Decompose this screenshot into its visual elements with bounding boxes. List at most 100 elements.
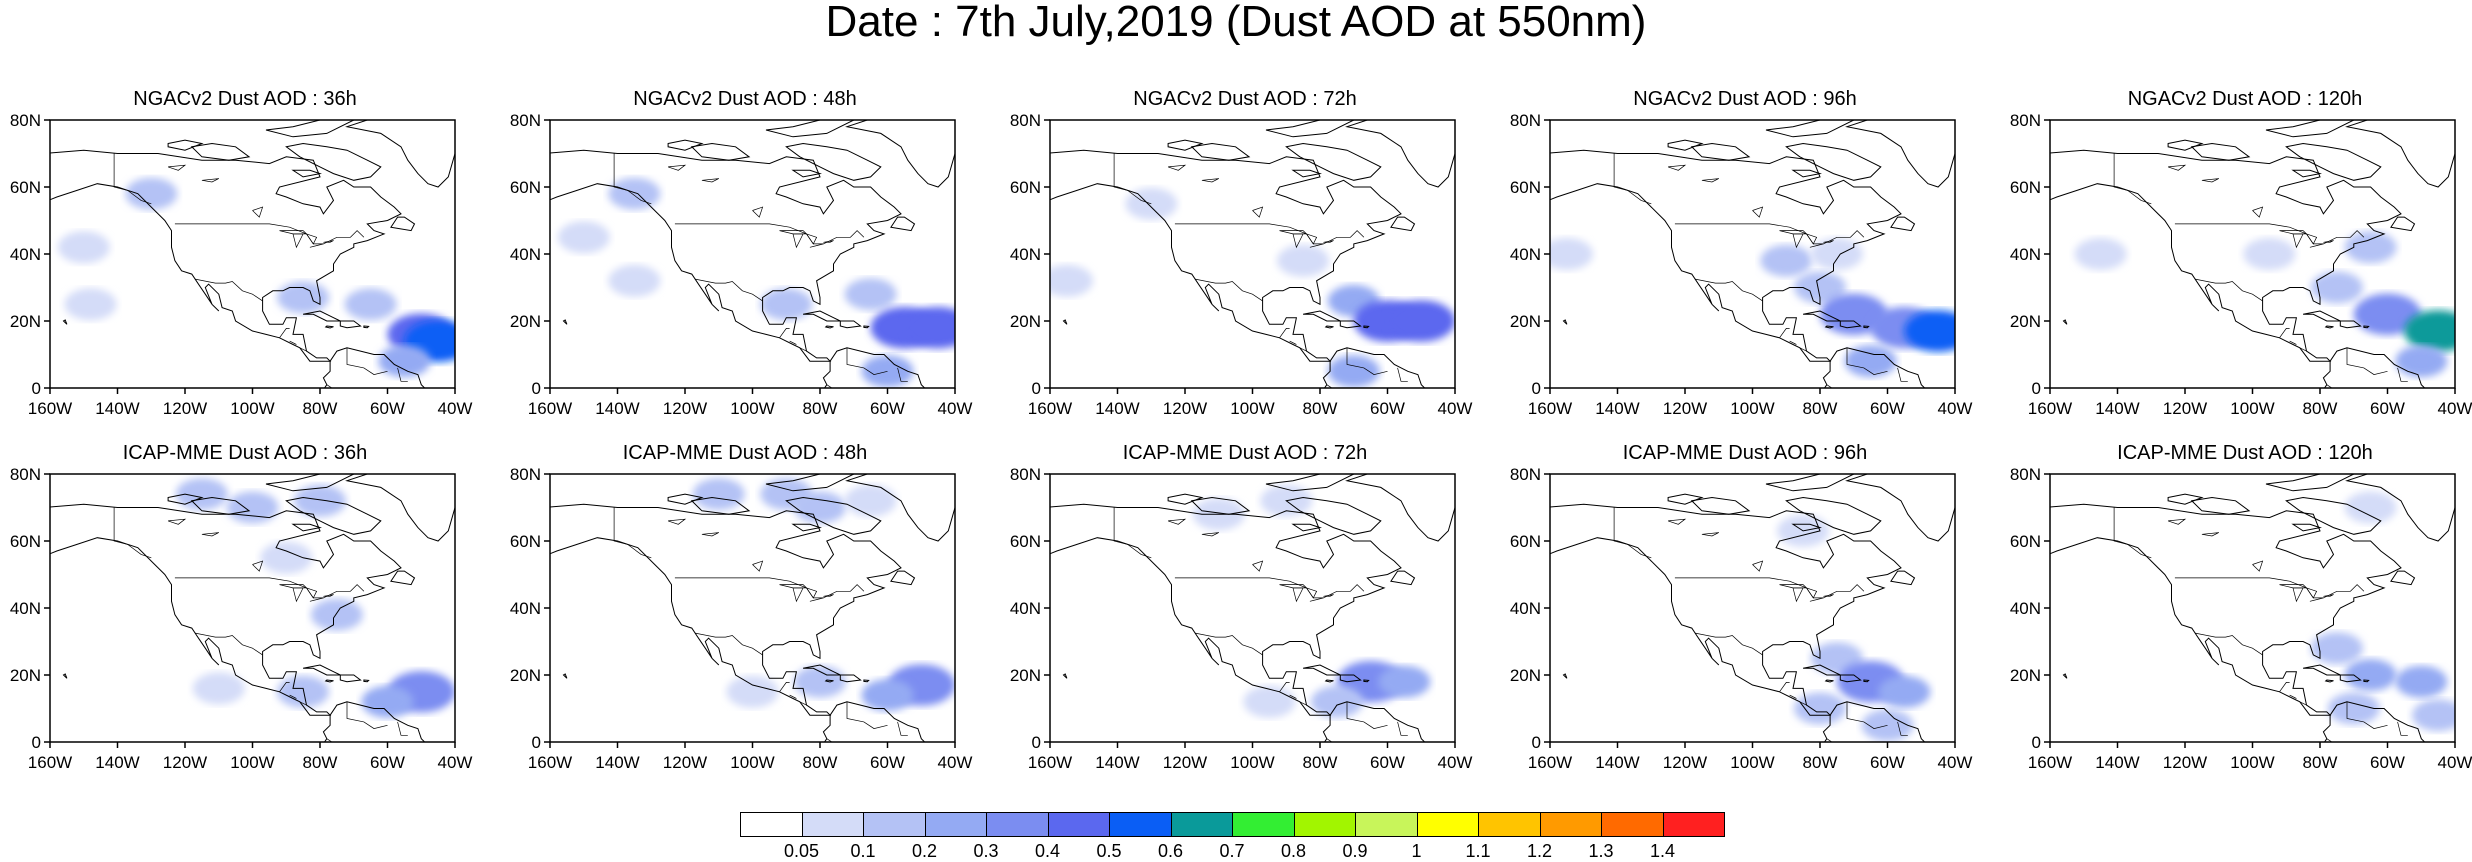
coastline bbox=[390, 570, 416, 586]
x-tick-label: 120W bbox=[663, 399, 707, 418]
coastline bbox=[785, 142, 882, 181]
coastline bbox=[1324, 325, 1334, 329]
coastline bbox=[791, 523, 822, 532]
y-tick-label: 40N bbox=[1010, 599, 1041, 618]
coastline bbox=[562, 319, 568, 325]
coastline bbox=[1839, 320, 1862, 329]
border-line bbox=[292, 233, 304, 249]
colorbar-box bbox=[801, 812, 864, 837]
map-frame bbox=[1549, 119, 1956, 389]
x-tick-label: 40W bbox=[938, 399, 973, 418]
border-line bbox=[789, 694, 797, 699]
aod-plume bbox=[125, 177, 178, 210]
x-tick-label: 80W bbox=[1803, 753, 1838, 772]
map-panel: NGACv2 Dust AOD : 36h 80N 60N 40N 20N 0 160W 14… bbox=[0, 88, 490, 448]
border-line bbox=[1823, 594, 1834, 597]
border-line bbox=[1897, 721, 1908, 736]
coastline bbox=[1791, 523, 1822, 532]
border-line bbox=[306, 587, 318, 599]
aod-plume bbox=[1387, 300, 1455, 342]
coastline bbox=[1285, 496, 1382, 535]
border-line bbox=[346, 701, 388, 729]
map-panel: NGACv2 Dust AOD : 96h 80N 60N 40N 20N 0 160W 14… bbox=[1500, 88, 1990, 448]
aod-plume bbox=[726, 675, 779, 708]
coastline bbox=[291, 523, 322, 532]
coastline bbox=[1167, 493, 1204, 505]
aod-plume bbox=[608, 177, 661, 210]
coastline bbox=[1667, 139, 1704, 151]
map-frame bbox=[2049, 473, 2456, 743]
x-tick-label: 60W bbox=[1370, 753, 1405, 772]
y-tick-label: 40N bbox=[2010, 599, 2041, 618]
border-line bbox=[1667, 518, 1687, 525]
border-line bbox=[2292, 587, 2304, 603]
coastline bbox=[845, 474, 955, 542]
coastline bbox=[1562, 319, 1568, 325]
colorbar-box bbox=[924, 812, 987, 837]
aod-plume bbox=[294, 484, 346, 517]
x-tick-label: 80W bbox=[303, 399, 338, 418]
aod-plume bbox=[608, 264, 661, 297]
y-tick-label: 60N bbox=[2010, 178, 2041, 197]
x-tick-label: 40W bbox=[1938, 399, 1973, 418]
panel-title: ICAP-MME Dust AOD : 36h bbox=[122, 442, 368, 464]
coastline bbox=[1839, 674, 1862, 683]
border-line bbox=[806, 587, 818, 599]
border-line bbox=[195, 632, 263, 656]
y-tick-label: 20N bbox=[2010, 666, 2041, 685]
aod-plume bbox=[1810, 238, 1863, 270]
coastline bbox=[1190, 496, 1251, 515]
border-line bbox=[809, 243, 824, 248]
aod-plume bbox=[226, 491, 279, 524]
panel-title: NGACv2 Dust AOD : 72h bbox=[1133, 88, 1357, 110]
coastline bbox=[1339, 320, 1362, 329]
aod-plume bbox=[794, 665, 846, 698]
x-tick-label: 120W bbox=[1663, 399, 1707, 418]
x-tick-label: 80W bbox=[1303, 399, 1338, 418]
border-line bbox=[1701, 178, 1719, 183]
coastline bbox=[1345, 120, 1455, 188]
x-tick-label: 160W bbox=[1528, 399, 1572, 418]
y-tick-label: 60N bbox=[510, 178, 541, 197]
aod-plume bbox=[844, 484, 897, 517]
border-line bbox=[2279, 682, 2290, 693]
border-line bbox=[752, 560, 764, 572]
border-line bbox=[1846, 347, 1888, 375]
border-line bbox=[1809, 597, 1824, 602]
border-line bbox=[2174, 577, 2365, 599]
x-tick-label: 60W bbox=[1870, 753, 1905, 772]
coastline bbox=[1550, 503, 1902, 716]
border-line bbox=[1806, 233, 1818, 245]
coastline bbox=[1363, 679, 1370, 683]
border-line bbox=[1613, 153, 1652, 205]
border-line bbox=[279, 328, 290, 339]
aod-plume bbox=[1125, 187, 1178, 220]
colorbar-label: 0.6 bbox=[1157, 841, 1184, 861]
y-tick-label: 20N bbox=[1510, 312, 1541, 331]
border-line bbox=[2113, 153, 2152, 205]
border-line bbox=[1174, 223, 1365, 245]
border-line bbox=[695, 632, 763, 656]
border-line bbox=[1397, 367, 1408, 382]
aod-plume bbox=[2344, 659, 2397, 691]
colorbar-box bbox=[1232, 812, 1295, 837]
border-line bbox=[299, 347, 307, 352]
coastline bbox=[2390, 216, 2416, 232]
coastline bbox=[1845, 120, 1955, 188]
x-tick-label: 80W bbox=[2303, 753, 2338, 772]
border-line bbox=[2167, 164, 2187, 171]
x-tick-label: 60W bbox=[370, 753, 405, 772]
y-tick-label: 40N bbox=[510, 245, 541, 264]
colorbar-label: 1.4 bbox=[1649, 841, 1676, 861]
y-tick-label: 0 bbox=[2032, 733, 2041, 752]
border-line bbox=[1667, 164, 1687, 171]
coastline bbox=[1363, 325, 1370, 329]
colorbar-box bbox=[1109, 812, 1172, 837]
x-tick-label: 160W bbox=[1528, 753, 1572, 772]
coastline bbox=[1291, 169, 1322, 178]
coastline bbox=[62, 673, 68, 679]
border-line bbox=[792, 587, 804, 603]
coastline bbox=[824, 325, 834, 329]
